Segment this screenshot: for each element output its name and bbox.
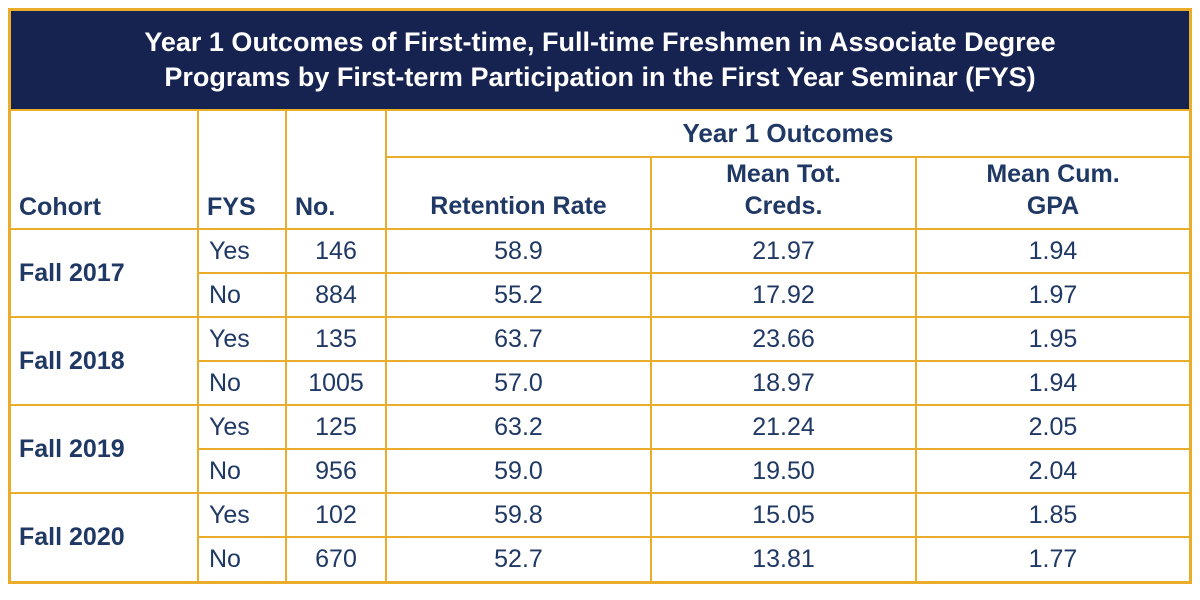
- count-cell: 125: [285, 404, 387, 450]
- fys-cell: Yes: [197, 316, 287, 362]
- sub-header-row: Retention Rate Mean Tot. Creds. Mean Cum…: [11, 156, 1189, 230]
- column-header-fys: FYS: [197, 110, 287, 230]
- count-cell: 102: [285, 492, 387, 538]
- fys-cell: Yes: [197, 228, 287, 274]
- creds-cell: 21.24: [650, 404, 917, 450]
- gpa-cell: 1.94: [915, 228, 1189, 274]
- count-cell: 135: [285, 316, 387, 362]
- group-header-row: Cohort FYS No. Year 1 Outcomes: [11, 110, 1189, 230]
- table-row: No 1005 57.0 18.97 1.94: [11, 360, 1189, 406]
- gpa-cell: 1.94: [915, 360, 1189, 406]
- cohort-cell: Fall 2017: [11, 228, 199, 318]
- gpa-cell: 1.97: [915, 272, 1189, 318]
- creds-cell: 13.81: [650, 536, 917, 581]
- creds-cell: 18.97: [650, 360, 917, 406]
- fys-cell: No: [197, 360, 287, 406]
- gpa-cell: 1.85: [915, 492, 1189, 538]
- table-row: No 884 55.2 17.92 1.97: [11, 272, 1189, 318]
- count-cell: 670: [285, 536, 387, 581]
- table-row: No 670 52.7 13.81 1.77: [11, 536, 1189, 581]
- fys-cell: Yes: [197, 492, 287, 538]
- column-header-mean-cum-gpa: Mean Cum. GPA: [915, 156, 1189, 230]
- column-header-mean-tot-creds: Mean Tot. Creds.: [650, 156, 917, 230]
- retention-cell: 55.2: [385, 272, 652, 318]
- retention-cell: 52.7: [385, 536, 652, 581]
- creds-cell: 23.66: [650, 316, 917, 362]
- table-header: Cohort FYS No. Year 1 Outcomes Retention…: [11, 110, 1189, 230]
- column-header-retention-rate: Retention Rate: [385, 156, 652, 230]
- cohort-cell: Fall 2020: [11, 492, 199, 581]
- retention-cell: 59.0: [385, 448, 652, 494]
- retention-cell: 59.8: [385, 492, 652, 538]
- count-cell: 884: [285, 272, 387, 318]
- table-body: Fall 2017 Yes 146 58.9 21.97 1.94 No 884…: [11, 228, 1189, 581]
- title-bar: Year 1 Outcomes of First-time, Full-time…: [11, 11, 1189, 111]
- table-title: Year 1 Outcomes of First-time, Full-time…: [144, 27, 1056, 92]
- fys-cell: Yes: [197, 404, 287, 450]
- outcomes-table: Cohort FYS No. Year 1 Outcomes Retention…: [11, 110, 1189, 581]
- table-row: Fall 2018 Yes 135 63.7 23.66 1.95: [11, 316, 1189, 406]
- group-header-year1-outcomes: Year 1 Outcomes: [385, 110, 1189, 158]
- column-header-cohort: Cohort: [11, 110, 199, 230]
- creds-cell: 21.97: [650, 228, 917, 274]
- fys-cell: No: [197, 536, 287, 581]
- gpa-cell: 1.77: [915, 536, 1189, 581]
- retention-cell: 63.7: [385, 316, 652, 362]
- creds-cell: 17.92: [650, 272, 917, 318]
- gpa-cell: 1.95: [915, 316, 1189, 362]
- column-header-no: No.: [285, 110, 387, 230]
- gpa-cell: 2.05: [915, 404, 1189, 450]
- table-frame: Year 1 Outcomes of First-time, Full-time…: [8, 8, 1192, 584]
- count-cell: 956: [285, 448, 387, 494]
- fys-cell: No: [197, 272, 287, 318]
- cohort-cell: Fall 2019: [11, 404, 199, 494]
- creds-cell: 15.05: [650, 492, 917, 538]
- count-cell: 1005: [285, 360, 387, 406]
- table-row: No 956 59.0 19.50 2.04: [11, 448, 1189, 494]
- creds-cell: 19.50: [650, 448, 917, 494]
- fys-cell: No: [197, 448, 287, 494]
- retention-cell: 57.0: [385, 360, 652, 406]
- gpa-cell: 2.04: [915, 448, 1189, 494]
- retention-cell: 63.2: [385, 404, 652, 450]
- count-cell: 146: [285, 228, 387, 274]
- table-row: Fall 2017 Yes 146 58.9 21.97 1.94: [11, 228, 1189, 318]
- retention-cell: 58.9: [385, 228, 652, 274]
- cohort-cell: Fall 2018: [11, 316, 199, 406]
- table-row: Fall 2019 Yes 125 63.2 21.24 2.05: [11, 404, 1189, 494]
- table-row: Fall 2020 Yes 102 59.8 15.05 1.85: [11, 492, 1189, 581]
